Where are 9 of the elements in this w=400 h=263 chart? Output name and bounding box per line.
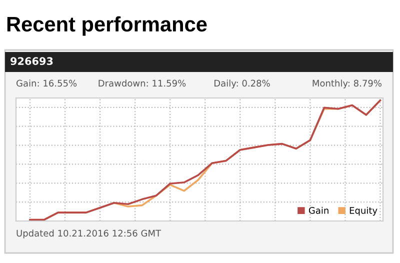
text: Gain: 16.55% (16, 80, 77, 87)
text: Daily: 0.28% (214, 80, 270, 88)
text: Updated 10.21.2016 12:56 GMT (16, 230, 162, 238)
legend-label: Gain (308, 206, 328, 214)
legend-label: Equity (350, 206, 378, 216)
text: Monthly: 8.79% (312, 80, 382, 88)
chart-subtitle: 926693 (10, 57, 53, 66)
text: Drawdown: 11.59% (98, 80, 186, 87)
chart-title: Recent performance (7, 16, 207, 36)
